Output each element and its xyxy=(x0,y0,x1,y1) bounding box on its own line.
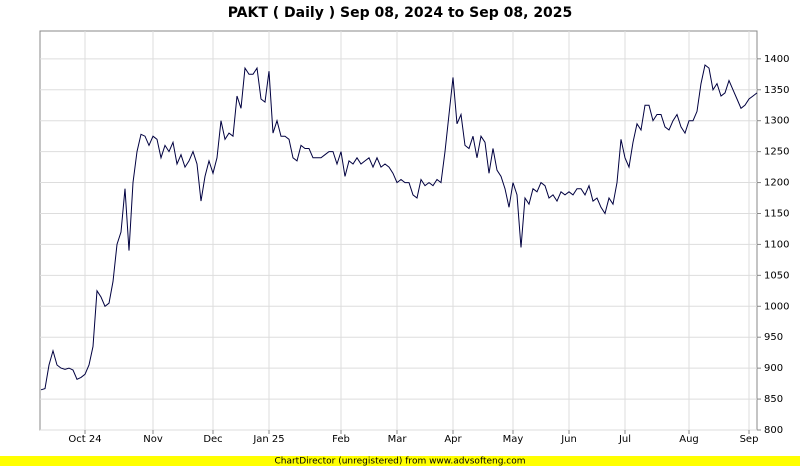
x-tick-label: Jun xyxy=(560,434,577,445)
footer-text: ChartDirector (unregistered) from www.ad… xyxy=(274,457,525,466)
y-tick-label: 1150 xyxy=(764,208,789,219)
y-tick-label: 1300 xyxy=(764,116,789,127)
plot-area xyxy=(39,30,758,431)
chart-title: PAKT ( Daily ) Sep 08, 2024 to Sep 08, 2… xyxy=(228,5,573,21)
x-tick-label: May xyxy=(503,434,524,445)
x-tick-label: Apr xyxy=(444,434,462,445)
x-tick-label: Oct 24 xyxy=(68,434,101,445)
x-tick-label: Sep xyxy=(740,434,759,445)
y-tick-label: 1050 xyxy=(764,270,789,281)
x-tick-label: Jul xyxy=(618,434,631,445)
y-tick-label: 1400 xyxy=(764,54,789,65)
x-tick-label: Dec xyxy=(203,434,222,445)
x-tick-label: Feb xyxy=(332,434,350,445)
y-tick-label: 800 xyxy=(764,425,783,436)
x-tick-label: Aug xyxy=(679,434,699,445)
y-tick-label: 1250 xyxy=(764,147,789,158)
y-tick-label: 1100 xyxy=(764,239,789,250)
y-tick-label: 1200 xyxy=(764,178,789,189)
y-tick-label: 1000 xyxy=(764,301,789,312)
y-tick-label: 1350 xyxy=(764,85,789,96)
y-tick-label: 850 xyxy=(764,394,783,405)
x-tick-label: Jan 25 xyxy=(252,434,284,445)
x-tick-label: Nov xyxy=(143,434,163,445)
y-tick-label: 950 xyxy=(764,332,783,343)
footer-band xyxy=(0,456,800,466)
x-tick-label: Mar xyxy=(388,434,408,445)
price-line xyxy=(40,64,758,391)
y-tick-label: 900 xyxy=(764,363,783,374)
